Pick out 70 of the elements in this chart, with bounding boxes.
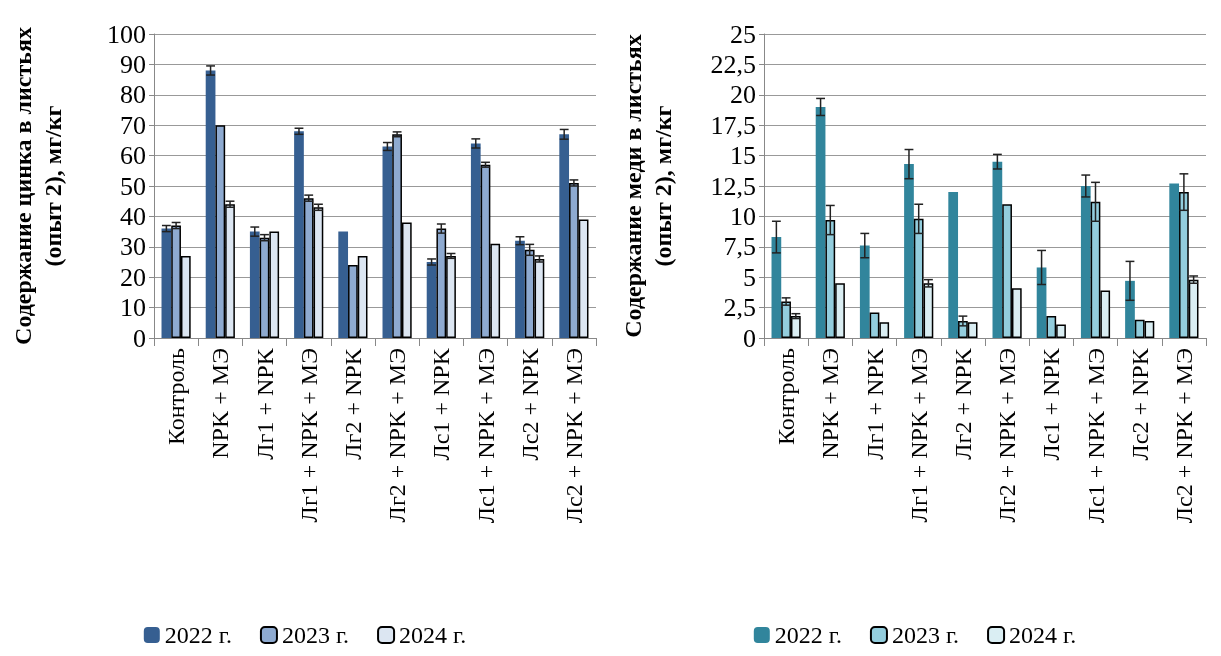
legend-label: 2022 г. bbox=[164, 622, 232, 648]
y-tick-label: 100 bbox=[107, 19, 146, 49]
x-tick-label: Лг2 + NPK + МЭ bbox=[994, 348, 1021, 523]
bar bbox=[338, 231, 349, 338]
x-tick-label: Контроль bbox=[163, 347, 190, 446]
y-tick-label: 60 bbox=[120, 141, 146, 171]
y-axis-title: Содержание меди в листьях (опыт 2), мг/кг bbox=[620, 34, 676, 338]
y-tick-label: 25 bbox=[730, 19, 756, 49]
bar bbox=[815, 106, 826, 338]
y-tick-label: 20 bbox=[120, 262, 146, 292]
x-tick-label: Лс2 + NPK + МЭ bbox=[1170, 348, 1197, 524]
y-tick-label: 10 bbox=[730, 201, 756, 231]
bar bbox=[161, 228, 172, 338]
y-tick-label: 30 bbox=[120, 232, 146, 262]
bar bbox=[1036, 267, 1047, 338]
x-tick-label: Лг2 + NPK + МЭ bbox=[384, 348, 411, 523]
legend-label: 2022 г. bbox=[774, 622, 842, 648]
y-tick-label: 20 bbox=[730, 80, 756, 110]
y-tick-label: 5 bbox=[743, 262, 756, 292]
legend-label: 2023 г. bbox=[281, 622, 350, 648]
y-axis-title: Содержание цинка в листьях (опыт 2), мг/кг bbox=[10, 27, 66, 345]
x-tick-label: Лс2 + NPK + МЭ bbox=[560, 348, 587, 524]
y-tick-label: 12,5 bbox=[710, 171, 756, 201]
x-tick-label: Лг2 + NPK bbox=[339, 347, 366, 460]
bar bbox=[1080, 186, 1091, 338]
legend-label: 2024 г. bbox=[399, 622, 467, 648]
x-tick-label: NPK + МЭ bbox=[207, 348, 234, 459]
x-tick-label: Лг1 + NPK + МЭ bbox=[295, 348, 322, 523]
bar bbox=[249, 231, 260, 338]
x-tick-label: Лс2 + NPK bbox=[1126, 347, 1153, 461]
bar bbox=[859, 245, 870, 338]
y-tick-label: 80 bbox=[120, 80, 146, 110]
x-tick-label: Лс2 + NPK bbox=[516, 347, 543, 461]
legend-label: 2024 г. bbox=[1009, 622, 1077, 648]
x-tick-label: Лг1 + NPK + МЭ bbox=[905, 348, 932, 523]
y-tick-label: 40 bbox=[120, 201, 146, 231]
bar bbox=[1169, 183, 1180, 338]
bar bbox=[948, 192, 959, 338]
bar bbox=[515, 240, 525, 338]
y-tick-label: 7,5 bbox=[723, 232, 756, 262]
y-tick-label: 2,5 bbox=[723, 293, 756, 323]
y-tick-label: 10 bbox=[120, 293, 146, 323]
bar bbox=[470, 143, 481, 338]
bar bbox=[382, 146, 393, 338]
x-tick-label: Контроль bbox=[773, 347, 800, 446]
x-tick-label: Лг1 + NPK bbox=[251, 347, 278, 460]
x-tick-label: Лс1 + NPK bbox=[1038, 347, 1065, 461]
y-tick-label: 22,5 bbox=[710, 49, 756, 79]
bar bbox=[1125, 280, 1135, 338]
x-tick-label: NPK + МЭ bbox=[817, 348, 844, 459]
x-tick-label: Лс1 + NPK + МЭ bbox=[1082, 348, 1109, 524]
bar bbox=[426, 262, 437, 338]
x-tick-label: Лг2 + NPK bbox=[949, 347, 976, 460]
legend-label: 2023 г. bbox=[891, 622, 960, 648]
x-tick-label: Лг1 + NPK bbox=[861, 347, 888, 460]
y-tick-label: 15 bbox=[730, 141, 756, 171]
y-tick-label: 0 bbox=[743, 323, 756, 353]
y-tick-label: 90 bbox=[120, 49, 146, 79]
y-tick-label: 50 bbox=[120, 171, 146, 201]
bar bbox=[771, 237, 782, 338]
y-tick-label: 70 bbox=[120, 110, 146, 140]
bar bbox=[992, 161, 1003, 338]
bar bbox=[559, 134, 570, 338]
bar bbox=[904, 164, 914, 338]
y-tick-label: 17,5 bbox=[710, 110, 756, 140]
bar bbox=[294, 131, 304, 338]
y-tick-label: 0 bbox=[133, 323, 146, 353]
bar bbox=[205, 70, 216, 338]
x-tick-label: Лс1 + NPK + МЭ bbox=[472, 348, 499, 524]
x-tick-label: Лс1 + NPK bbox=[428, 347, 455, 461]
